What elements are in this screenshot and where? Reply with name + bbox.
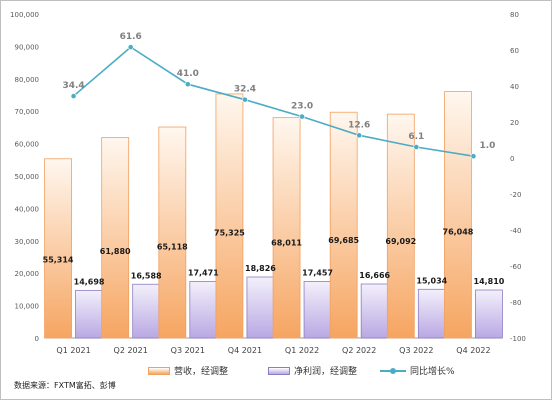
legend-item-revenue: 营收，经调整	[148, 364, 228, 377]
y-left-tick-label: 90,000	[15, 43, 40, 51]
y-left-tick-label: 0	[35, 335, 39, 343]
y-right-tick-label: 20	[510, 119, 519, 127]
growth-value-label: 23.0	[291, 102, 313, 112]
revenue-value-label: 55,314	[43, 256, 74, 265]
profit-bar	[132, 283, 161, 339]
data-source-note: 数据来源：FXTM富拓、彭博	[14, 381, 116, 390]
profit-bar	[189, 280, 218, 339]
y-right-tick-label: -20	[510, 191, 521, 199]
y-left-tick-label: 100,000	[10, 11, 39, 19]
legend-label-profit: 净利润，经调整	[294, 367, 358, 377]
revenue-value-label: 65,118	[157, 242, 188, 251]
y-right-tick-label: -100	[510, 335, 526, 343]
profit-value-label: 14,698	[74, 277, 105, 286]
profit-bar	[360, 283, 389, 339]
profit-value-label: 18,826	[245, 264, 276, 273]
legend-swatch-growth	[380, 367, 406, 375]
growth-point	[413, 144, 420, 150]
x-tick-label: Q3 2021	[171, 346, 205, 355]
growth-value-label: 12.6	[348, 120, 370, 130]
profit-value-label: 14,810	[474, 277, 505, 286]
revenue-bar	[444, 91, 472, 339]
profit-bar	[246, 276, 275, 339]
growth-value-label: 1.0	[479, 141, 495, 151]
revenue-bar	[215, 93, 244, 339]
growth-point	[470, 153, 477, 160]
x-tick-label: Q1 2021	[56, 346, 90, 355]
y-right-tick-label: 0	[510, 155, 514, 163]
y-left-tick-label: 60,000	[15, 141, 40, 149]
revenue-value-label: 69,685	[328, 236, 359, 245]
growth-value-label: 6.1	[408, 132, 424, 142]
revenue-value-label: 76,048	[443, 228, 474, 237]
y-left-tick-label: 40,000	[15, 205, 40, 213]
growth-point	[242, 96, 248, 103]
growth-point	[356, 132, 363, 139]
y-left-tick-label: 30,000	[15, 238, 40, 246]
growth-point	[299, 113, 305, 120]
x-tick-label: Q1 2022	[285, 346, 319, 355]
y-right-tick-label: 80	[510, 11, 519, 19]
y-left-tick-label: 70,000	[15, 108, 40, 116]
revenue-value-label: 69,092	[385, 237, 416, 246]
x-tick-label: Q3 2022	[399, 346, 433, 355]
profit-value-label: 17,471	[188, 268, 219, 277]
revenue-bar	[329, 111, 358, 339]
growth-point	[70, 93, 77, 99]
profit-value-label: 17,457	[302, 268, 333, 277]
x-tick-label: Q2 2021	[114, 346, 148, 355]
growth-value-label: 61.6	[120, 32, 142, 42]
y-right-tick-label: -40	[510, 227, 521, 235]
revenue-bar	[158, 126, 187, 339]
y-left-tick-label: 20,000	[15, 270, 40, 278]
x-tick-label: Q2 2022	[342, 346, 376, 355]
profit-value-label: 16,588	[131, 271, 162, 280]
y-right-tick-label: -60	[510, 263, 521, 271]
profit-bar	[75, 289, 103, 339]
x-tick-label: Q4 2022	[456, 346, 490, 355]
y-right-tick-label: 40	[510, 83, 519, 91]
profit-bar	[475, 289, 503, 339]
legend-swatch-revenue	[148, 366, 170, 375]
revenue-bar	[272, 117, 301, 339]
revenue-value-label: 61,880	[100, 247, 131, 256]
legend-swatch-profit	[268, 366, 290, 375]
profit-bar	[303, 281, 332, 339]
profit-value-label: 16,666	[359, 271, 390, 280]
y-right-tick-label: -80	[510, 299, 521, 307]
revenue-bar	[101, 137, 130, 339]
legend-label-revenue: 营收，经调整	[174, 367, 229, 377]
growth-line	[73, 46, 474, 157]
y-right-tick-label: 60	[510, 47, 519, 55]
growth-point	[184, 81, 191, 88]
y-left-tick-label: 50,000	[15, 173, 40, 181]
y-left-tick-label: 80,000	[15, 76, 40, 84]
growth-point	[127, 44, 134, 51]
revenue-value-label: 75,325	[214, 228, 245, 237]
x-tick-label: Q4 2021	[228, 346, 262, 355]
growth-value-label: 32.4	[234, 85, 256, 95]
revenue-bar	[386, 113, 415, 339]
revenue-value-label: 68,011	[271, 238, 302, 247]
y-left-tick-label: 10,000	[15, 303, 40, 311]
legend-item-profit: 净利润，经调整	[268, 364, 357, 377]
revenue-bar	[44, 158, 72, 339]
legend-label-growth: 同比增长%	[410, 367, 455, 377]
profit-bar	[417, 288, 446, 339]
growth-value-label: 41.0	[177, 69, 199, 79]
legend-item-growth: 同比增长%	[380, 364, 455, 377]
legend: 营收，经调整 净利润，经调整 同比增长%	[0, 364, 554, 378]
growth-value-label: 34.4	[62, 81, 84, 91]
profit-value-label: 15,034	[416, 276, 447, 285]
